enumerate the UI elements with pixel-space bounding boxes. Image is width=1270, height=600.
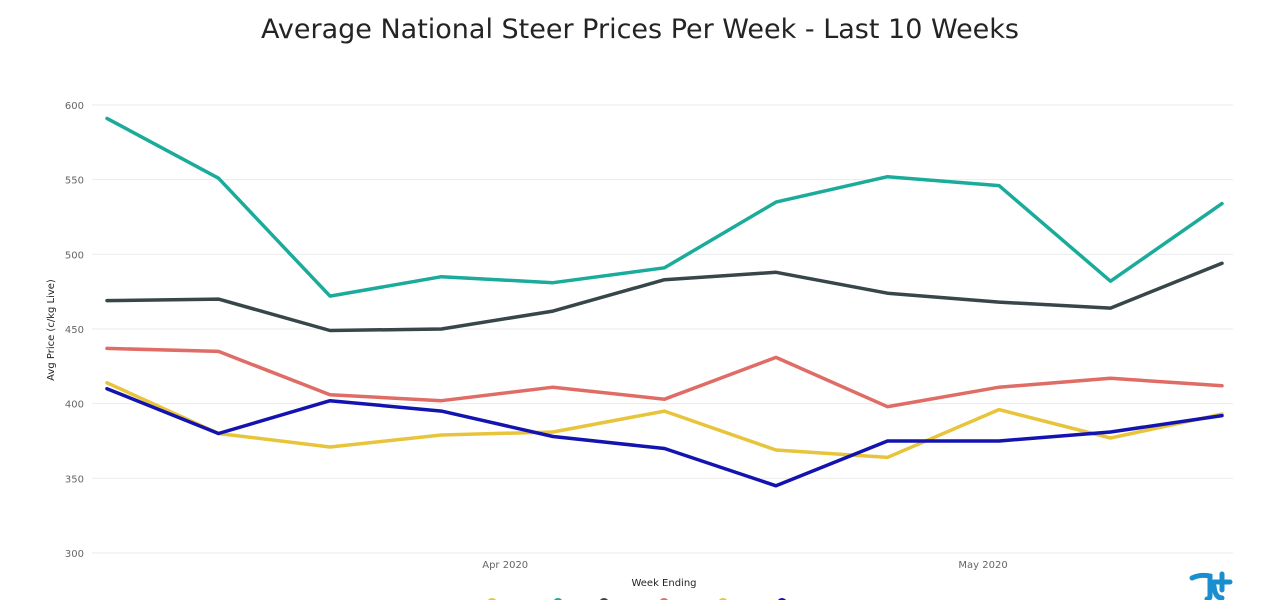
x-tick-label: May 2020 xyxy=(958,560,1007,571)
series-lines xyxy=(105,116,1224,488)
series-line-4 xyxy=(105,381,1224,460)
y-tick-label: 350 xyxy=(65,474,84,485)
y-tick-label: 400 xyxy=(65,400,84,411)
series-line-3 xyxy=(105,346,1224,409)
brand-logo xyxy=(1189,571,1233,600)
y-axis-title: Avg Price (c/kg Live) xyxy=(46,279,57,381)
gridlines xyxy=(92,104,1233,554)
y-tick-label: 550 xyxy=(65,176,84,187)
y-tick-label: 500 xyxy=(65,250,84,261)
y-tick-label: 600 xyxy=(65,101,84,112)
y-axis-ticks: 300 350 400 450 500 550 600 xyxy=(65,101,84,560)
y-tick-label: 450 xyxy=(65,325,84,336)
x-axis-title: Week Ending xyxy=(631,578,696,589)
series-line-2 xyxy=(105,261,1224,333)
y-tick-label: 300 xyxy=(65,549,84,560)
series-line-5 xyxy=(105,386,1224,488)
x-tick-label: Apr 2020 xyxy=(482,560,528,571)
series-line-1 xyxy=(105,116,1224,298)
x-axis-ticks: Apr 2020 May 2020 xyxy=(482,560,1007,571)
chart-title: Average National Steer Prices Per Week -… xyxy=(261,14,1019,45)
